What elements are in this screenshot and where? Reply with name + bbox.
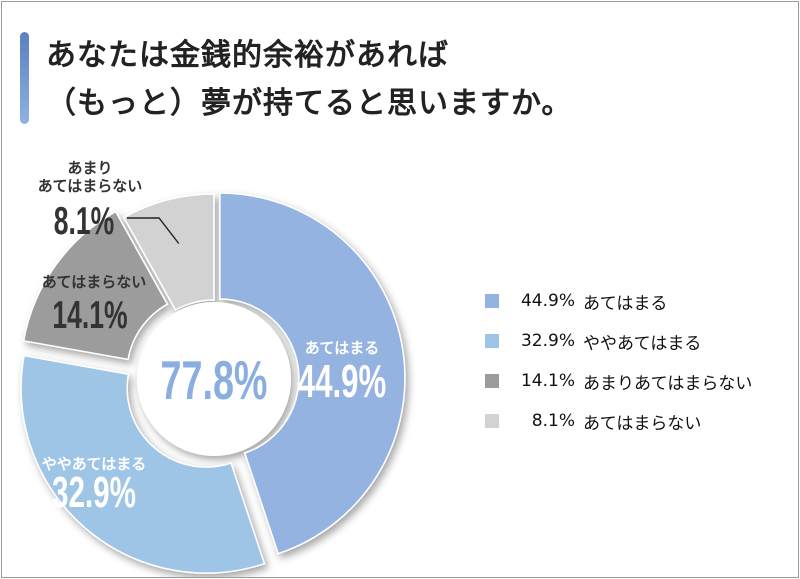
pie-slice-1 [219, 192, 406, 555]
chart-title-line-1: あなたは金銭的余裕があれば [46, 38, 449, 73]
slice-name-label-3: あてはまらない [42, 273, 146, 291]
pie-slice-4 [122, 193, 215, 312]
slice-value-label-1: 44.9% [298, 356, 386, 407]
title-accent-bar [20, 32, 29, 124]
legend-item-4: 8.1% あてはまらない [485, 410, 702, 434]
legend-label: あまりあてはまらない [583, 373, 753, 394]
legend-label: あてはまる [583, 293, 668, 314]
slice-value-label-4: 8.1% [54, 200, 114, 243]
legend-value: 8.1% [531, 411, 575, 431]
callout-line-group [127, 217, 180, 244]
slice-name-label-1: あてはまる [305, 339, 379, 357]
chart-title-line-2: （もっと）夢が持てると思いますか。 [46, 86, 573, 121]
slice-name-label-2: ややあてはまる [42, 455, 146, 473]
legend-item-2: 32.9% ややあてはまる [485, 330, 702, 354]
pie-slice-2 [20, 354, 266, 574]
legend-value: 44.9% [520, 291, 575, 311]
legend-swatch [485, 334, 499, 348]
slice-value-label-3: 14.1% [52, 294, 127, 337]
callout-line [127, 217, 180, 244]
legend-swatch [485, 414, 499, 428]
center-total-label: 77.8% [161, 350, 268, 410]
pie-slice-3 [22, 210, 169, 361]
slice-value-label-2: 32.9% [52, 467, 136, 516]
slice-name-label-4-line-1: あまり [67, 159, 112, 177]
legend-label: ややあてはまる [583, 333, 702, 354]
legend-swatch [485, 294, 499, 308]
legend-item-3: 14.1% あまりあてはまらない [485, 370, 753, 394]
legend-swatch [485, 374, 499, 388]
donut-hole [137, 302, 291, 456]
slice-name-label-4-line-2: あてはまらない [38, 177, 142, 195]
legend-label: あてはまらない [583, 413, 702, 434]
legend-item-1: 44.9% あてはまる [485, 290, 668, 314]
legend-value: 32.9% [520, 331, 575, 351]
legend-value: 14.1% [520, 371, 575, 391]
